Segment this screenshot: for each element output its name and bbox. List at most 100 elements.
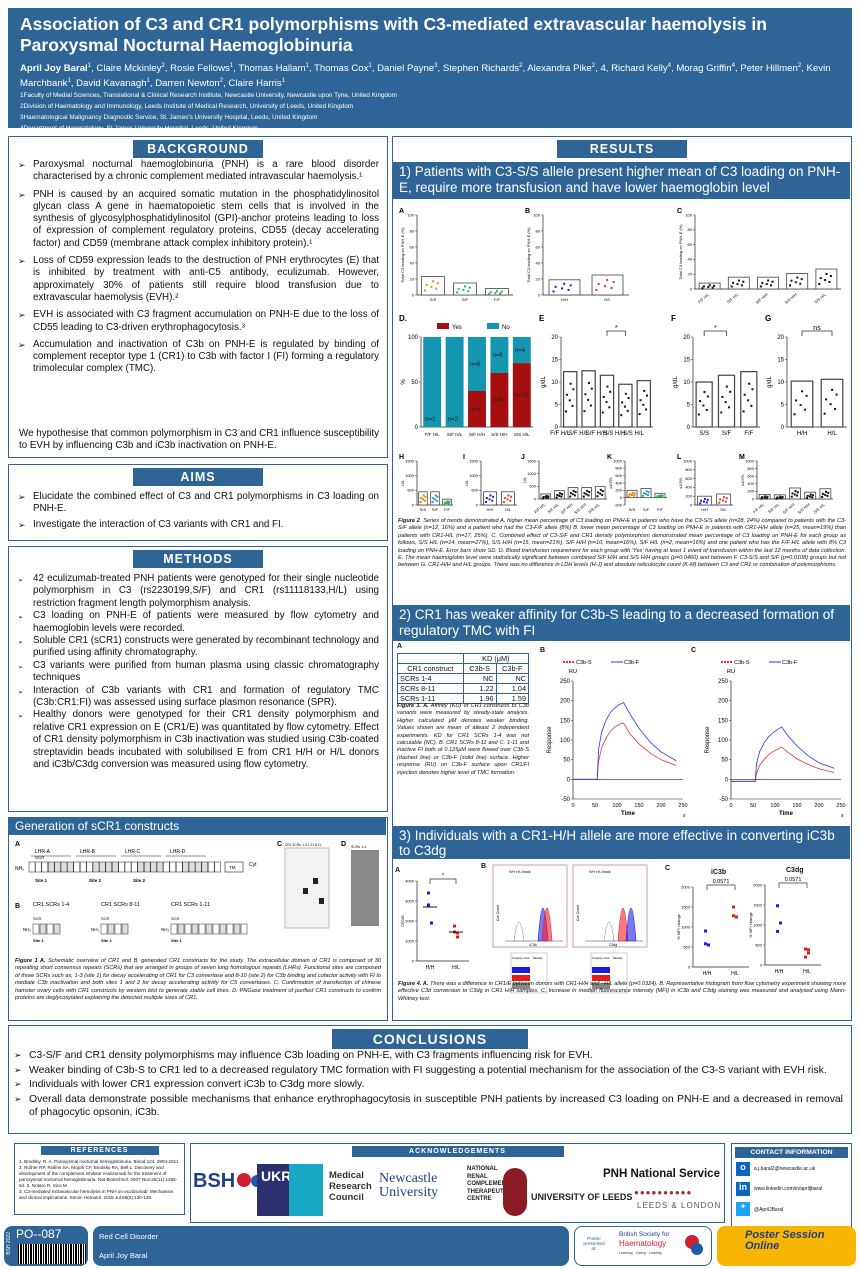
y-tick-label: 80 [536,228,541,233]
data-point [609,390,612,393]
scr-block [170,923,178,935]
data-point [775,497,778,500]
scr-block [39,923,47,935]
y-tick-label: 200 [615,488,622,493]
data-point [732,905,735,909]
chart-panel-c: C 0 20 40 60 80 100 Total C3 loading on PNH-E (… [675,205,845,305]
construct-label: CR1 SCRs 1-11 [171,902,210,908]
y-tick-label: 100 [533,212,540,217]
legend-label: C3b-F [782,660,798,666]
poster-code-box: BSH 2022 PO--087 [4,1226,88,1266]
y-tick-label: 1500 [405,458,415,463]
author-affiliation-number: 1 [87,63,92,69]
x-tick-label: H/H [797,431,807,437]
scr-block [105,861,113,873]
y-tick-label: 100 [685,212,692,217]
y-axis-label: x10⁹/L [678,476,683,488]
data-point [730,285,733,288]
data-point [796,491,799,494]
society-tagline: Learning · Caring · Leading [619,1251,662,1255]
svg-text:NH₂: NH₂ [161,927,169,932]
y-tick-label: 100 [718,738,729,744]
overlay-header: Overlay color [592,956,610,960]
affiliation: 2Division of Haematology and Immunology,… [20,103,354,111]
chart-svg: 0 1000 2000 3000 4000 CR1/E H/H H/L * [400,873,469,971]
data-point [750,404,753,407]
reference-list: 1. Brodsky, R. A. Paroxysmal nocturnal h… [19,1159,181,1201]
y-axis-label: g/dL [673,376,679,388]
chart-panel-h: H 0 500 1000 1500 U/L S/S S/F F/F [397,451,457,515]
contact-twitter[interactable]: @AprilJBaral [754,1207,784,1213]
data-point [431,501,434,504]
data-point [546,496,549,499]
data-point [427,891,430,895]
data-point [485,497,488,500]
y-tick-label: -50 [719,797,728,803]
data-point [621,401,624,404]
data-point [419,501,422,504]
data-point [547,495,550,498]
data-point [574,491,577,494]
svg-text:Site 1: Site 1 [33,938,44,943]
bar [757,276,779,290]
reference-item: 2. Rother RP, Rollins SA, Mojcik CF, Bro… [19,1165,178,1188]
count-label: n=9 [492,398,503,404]
data-point [606,385,609,388]
scr-block [35,861,42,873]
data-point [561,287,564,290]
c3dg-chart: 0 500 1000 1500 2000 % MFI change H/H H/L 0.0571 [745,875,825,975]
data-point [799,404,802,407]
y-tick-label: 1000 [613,458,623,463]
data-point [569,495,572,498]
outlook-icon: o [736,1162,750,1176]
x-tick-label: S/S H/L [623,431,644,437]
y-axis-label: % MFI change [748,911,753,938]
data-point [791,492,794,495]
result1-heading: 1) Patients with C3-S/S allele present h… [393,162,850,199]
x-tick-label: S/F H/H [755,292,769,305]
y-tick-label: 150 [718,718,729,724]
data-point [825,273,828,276]
data-point [587,398,590,401]
data-point [824,490,827,493]
x-tick-label: S/F H/L [447,432,463,437]
count-label: n=6 [470,362,481,368]
method-bullet: C3 variants were purified from human pla… [17,660,379,685]
contact-linkedin[interactable]: www.linkedin.com/in/apriljbaral [754,1186,823,1192]
y-axis-label: Response [705,726,711,754]
panel-label: B [481,863,487,870]
table-row: SCRs 1-4 NC NC [397,673,530,684]
data-point [425,283,428,286]
svg-text:A: A [15,841,20,848]
data-point [829,275,832,278]
blot-band [313,878,318,884]
y-tick-label: 500 [529,484,536,489]
data-point [812,494,815,497]
data-point [590,387,593,390]
x-tick-label: 150 [792,803,801,809]
y-tick-label: 0 [412,292,415,297]
histogram-peak [603,921,615,942]
author-name: , Morag Griffin [670,63,732,75]
data-point [499,292,502,295]
x-tick-label: S/F H/H [469,432,485,437]
y-tick-label: 0 [690,286,693,291]
contact-email[interactable]: a.j.baral2@newcastle.ac.uk [754,1166,816,1172]
y-tick-label: 2000 [681,884,691,889]
svg-text:TM: TM [229,865,236,870]
data-point [448,500,451,503]
scr-block [41,861,49,873]
y-tick-label: 10 [777,380,784,386]
data-point [424,289,427,292]
data-point [823,412,826,415]
author-name: , David Kavanagh [70,78,147,90]
bar-segment-no [445,337,464,427]
method-bullet: 42 eculizumab-treated PNH patients were … [17,573,379,610]
y-tick-label: 1500 [753,902,763,907]
scr-block [114,923,122,935]
y-tick-label: 0 [538,292,541,297]
data-point [796,276,799,279]
x-tick-label: F/F H/L [533,501,547,514]
data-point [702,404,705,407]
caption-label: Figure 4. A. [398,981,429,987]
